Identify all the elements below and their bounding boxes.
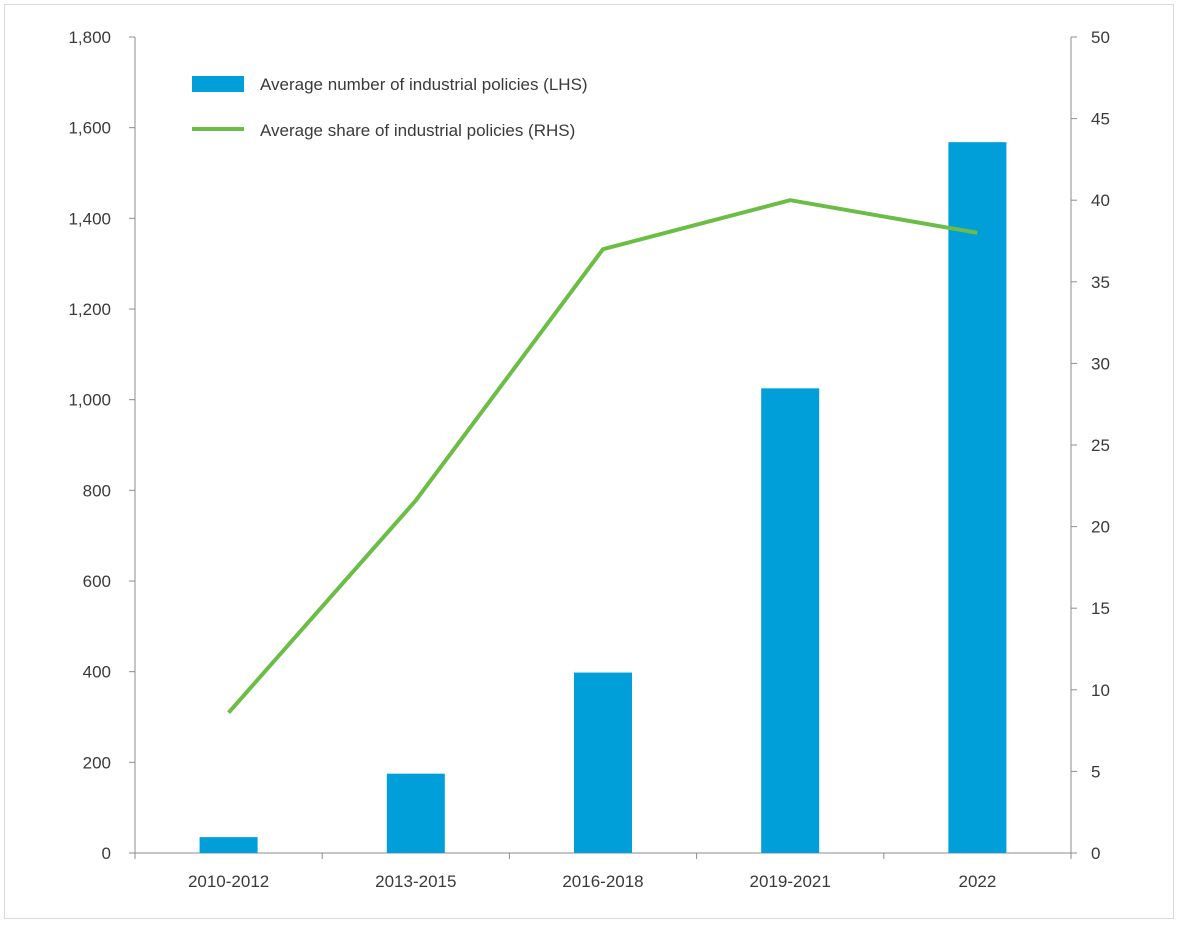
x-tick-label: 2010-2012 <box>188 872 269 891</box>
right-tick-label: 5 <box>1091 762 1100 781</box>
line-path <box>227 198 978 714</box>
right-tick-label: 35 <box>1091 273 1110 292</box>
legend-label-line: Average share of industrial policies (RH… <box>260 121 575 140</box>
x-tick-label: 2019-2021 <box>750 872 831 891</box>
bar <box>574 672 632 853</box>
legend: Average number of industrial policies (L… <box>192 75 588 140</box>
x-tick-label: 2022 <box>958 872 996 891</box>
right-tick-label: 20 <box>1091 518 1110 537</box>
right-tick-label: 10 <box>1091 681 1110 700</box>
right-tick-label: 50 <box>1091 28 1110 47</box>
right-tick-label: 40 <box>1091 191 1110 210</box>
left-tick-label: 1,400 <box>68 209 111 228</box>
right-tick-label: 15 <box>1091 599 1110 618</box>
bar <box>199 837 258 853</box>
left-tick-label: 400 <box>83 663 111 682</box>
left-tick-label: 800 <box>83 481 111 500</box>
left-tick-label: 1,600 <box>68 119 111 138</box>
x-tick-label: 2013-2015 <box>375 872 456 891</box>
left-tick-label: 1,800 <box>68 28 111 47</box>
axes: 0 200 400 600 800 1,000 1,200 1,400 1,600 1,800 0 5… <box>68 28 1109 891</box>
left-tick-label: 600 <box>83 572 111 591</box>
left-tick-label: 1,200 <box>68 300 111 319</box>
bar <box>386 773 445 853</box>
line-series <box>227 198 978 714</box>
left-tick-label: 0 <box>102 844 111 863</box>
legend-swatch-bars <box>192 76 244 92</box>
bar-series <box>199 142 1007 853</box>
right-tick-label: 0 <box>1091 844 1100 863</box>
right-tick-label: 25 <box>1091 436 1110 455</box>
right-tick-label: 45 <box>1091 110 1110 129</box>
bar <box>948 142 1007 853</box>
right-tick-label: 30 <box>1091 354 1110 373</box>
legend-label-bars: Average number of industrial policies (L… <box>260 75 588 94</box>
x-tick-label: 2016-2018 <box>562 872 643 891</box>
bar <box>761 388 820 853</box>
left-tick-label: 1,000 <box>68 391 111 410</box>
left-tick-label: 200 <box>83 753 111 772</box>
